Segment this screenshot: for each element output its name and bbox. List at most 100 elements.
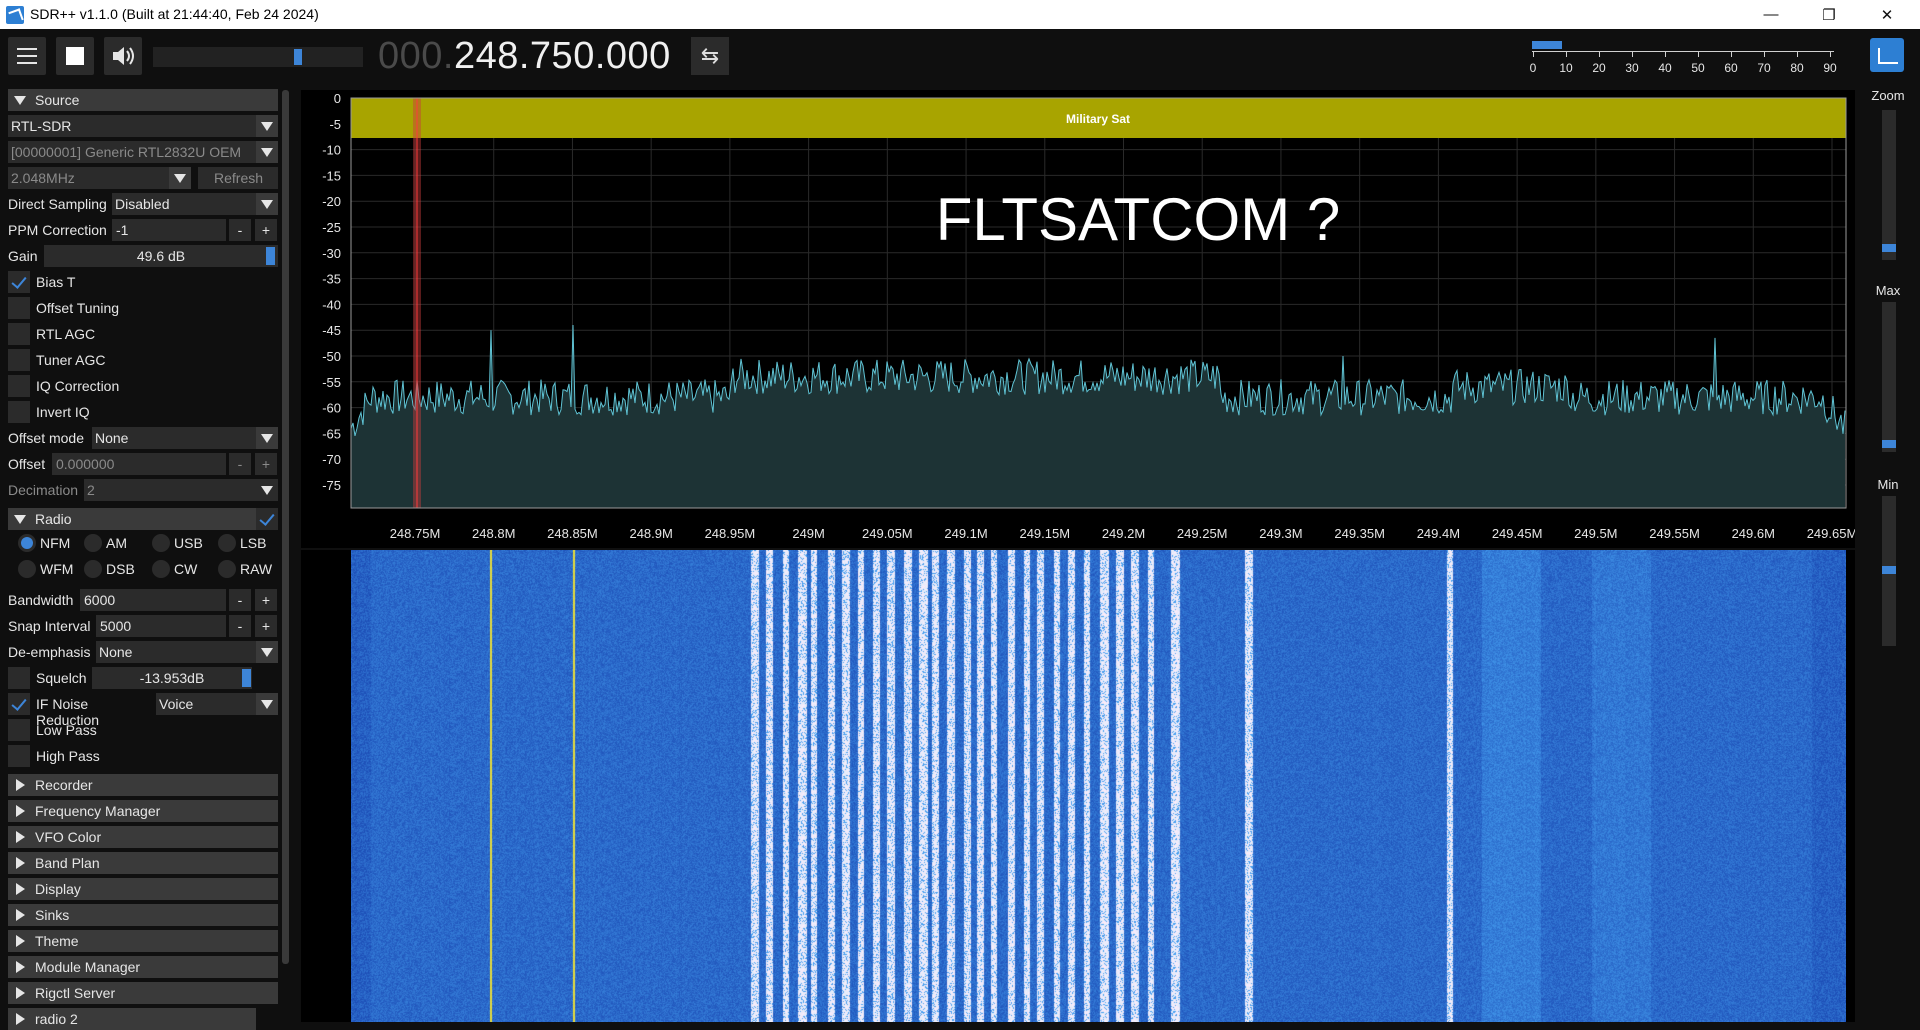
module-header-display[interactable]: Display — [8, 878, 278, 900]
audio-mute-button[interactable] — [104, 37, 142, 75]
squelch-slider-grab[interactable] — [242, 669, 251, 687]
module-header-rigctl-server[interactable]: Rigctl Server — [8, 982, 278, 1004]
mode-label-cw[interactable]: CW — [174, 561, 198, 577]
squelch-slider[interactable]: -13.953dB — [92, 667, 252, 689]
mode-label-nfm[interactable]: NFM — [40, 535, 71, 551]
offset-tuning-checkbox[interactable]: Offset Tuning — [8, 297, 278, 319]
iq-correction-checkbox[interactable]: IQ Correction — [8, 375, 278, 397]
minimize-button[interactable]: — — [1763, 6, 1779, 23]
mode-radio-nfm[interactable] — [18, 534, 36, 552]
module-header-frequency-manager[interactable]: Frequency Manager — [8, 800, 278, 822]
min-slider-grab[interactable] — [1882, 566, 1896, 574]
direct-sampling-select[interactable]: Disabled — [112, 193, 278, 215]
decimation-select[interactable]: 2 — [84, 479, 278, 501]
chevron-down-icon — [256, 141, 278, 163]
menu-button[interactable] — [8, 37, 46, 75]
mode-radio-usb[interactable] — [152, 534, 170, 552]
source-type-select[interactable]: RTL-SDR — [8, 115, 278, 137]
radio-enabled-check-icon[interactable] — [256, 508, 278, 530]
device-select[interactable]: [00000001] Generic RTL2832U OEM — [8, 141, 278, 163]
frequency-digits[interactable]: 248.750.000 — [453, 35, 671, 77]
module-header-radio-2[interactable]: radio 2 — [8, 1008, 256, 1030]
volume-slider[interactable] — [153, 47, 363, 67]
fft-y-tick-label: -40 — [322, 297, 341, 312]
snap-interval-label: Snap Interval — [8, 618, 91, 634]
mode-label-dsb[interactable]: DSB — [106, 561, 135, 577]
gain-slider-grab[interactable] — [266, 247, 275, 265]
samplerate-select[interactable]: 2.048MHz — [8, 167, 191, 189]
mode-label-wfm[interactable]: WFM — [40, 561, 74, 577]
snr-tick — [1566, 51, 1567, 57]
fft-x-tick-label: 248.8M — [472, 526, 515, 541]
snr-tick-label: 80 — [1790, 61, 1804, 75]
mode-radio-raw[interactable] — [218, 560, 236, 578]
bandwidth-decrement-button[interactable]: - — [229, 589, 251, 611]
left-panel-scrollbar[interactable] — [282, 90, 289, 964]
gain-slider[interactable]: 49.6 dB — [44, 245, 278, 267]
module-header-sinks[interactable]: Sinks — [8, 904, 278, 926]
low-pass-checkbox[interactable]: Low Pass — [8, 719, 278, 741]
mode-label-am[interactable]: AM — [106, 535, 127, 551]
module-header-recorder[interactable]: Recorder — [8, 774, 278, 796]
module-header-band-plan[interactable]: Band Plan — [8, 852, 278, 874]
bandwidth-increment-button[interactable]: + — [255, 589, 277, 611]
refresh-button[interactable]: Refresh — [198, 167, 278, 189]
waterfall-canvas[interactable] — [351, 550, 1846, 1022]
fft-x-tick-label: 249.25M — [1177, 526, 1228, 541]
mode-radio-am[interactable] — [84, 534, 102, 552]
radio-header[interactable]: Radio — [8, 508, 278, 530]
snap-interval-value: 5000 — [100, 618, 132, 634]
mode-label-lsb[interactable]: LSB — [240, 535, 267, 551]
module-header-module-manager[interactable]: Module Manager — [8, 956, 278, 978]
volume-slider-grab[interactable] — [294, 49, 302, 65]
squelch-checkbox[interactable]: Squelch — [8, 667, 278, 689]
snap-decrement-button[interactable]: - — [229, 615, 251, 637]
offset-mode-select[interactable]: None — [92, 427, 278, 449]
offset-decrement-button[interactable]: - — [229, 453, 251, 475]
restore-button[interactable]: ❐ — [1822, 6, 1836, 24]
ppm-input[interactable]: -1 — [112, 219, 226, 241]
band-plan-block[interactable] — [351, 98, 1846, 138]
fft-x-tick-label: 249.5M — [1574, 526, 1617, 541]
zoom-slider-grab[interactable] — [1882, 244, 1896, 252]
invert-iq-checkbox[interactable]: Invert IQ — [8, 401, 278, 423]
tuner-agc-checkbox[interactable]: Tuner AGC — [8, 349, 278, 371]
mode-radio-wfm[interactable] — [18, 560, 36, 578]
bias-t-checkbox[interactable]: Bias T — [8, 271, 278, 293]
tuning-mode-button[interactable]: ⇆ — [691, 37, 729, 75]
mode-radio-dsb[interactable] — [84, 560, 102, 578]
max-db-slider[interactable] — [1882, 302, 1896, 452]
sdrpp-logo-icon[interactable] — [1870, 38, 1904, 72]
snr-tick-label: 30 — [1625, 61, 1639, 75]
ifnr-mode-select[interactable]: Voice — [156, 693, 278, 715]
fft-spectrum[interactable]: 0 -5 -10 -15 -20 -25 -30 -35 -40 -45 -50 -55 -60 -65 -… — [301, 90, 1855, 548]
if-noise-reduction-checkbox[interactable]: IF Noise Reduction — [8, 693, 148, 728]
snap-interval-input[interactable]: 5000 — [96, 615, 226, 637]
source-header[interactable]: Source — [8, 89, 278, 111]
snap-increment-button[interactable]: + — [255, 615, 277, 637]
mode-radio-cw[interactable] — [152, 560, 170, 578]
close-button[interactable]: ✕ — [1880, 6, 1894, 24]
bandwidth-input[interactable]: 6000 — [80, 589, 226, 611]
mode-radio-lsb[interactable] — [218, 534, 236, 552]
waterfall[interactable] — [301, 550, 1855, 1022]
zoom-slider[interactable] — [1882, 110, 1896, 260]
min-db-slider[interactable] — [1882, 496, 1896, 646]
frequency-display[interactable]: 000.248.750.000 — [378, 35, 671, 78]
module-header-vfo-color[interactable]: VFO Color — [8, 826, 278, 848]
bandwidth-value: 6000 — [84, 592, 116, 608]
offset-increment-button[interactable]: + — [255, 453, 277, 475]
mode-label-raw[interactable]: RAW — [240, 561, 273, 577]
module-header-theme[interactable]: Theme — [8, 930, 278, 952]
frequency-leading-digits[interactable]: 000. — [378, 35, 454, 77]
ppm-decrement-button[interactable]: - — [229, 219, 251, 241]
offset-input[interactable]: 0.000000 — [52, 453, 226, 475]
mode-label-usb[interactable]: USB — [174, 535, 203, 551]
high-pass-checkbox[interactable]: High Pass — [8, 745, 278, 767]
rtl-agc-checkbox[interactable]: RTL AGC — [8, 323, 278, 345]
max-slider-grab[interactable] — [1882, 440, 1896, 448]
offset-mode-label: Offset mode — [8, 430, 85, 446]
ppm-increment-button[interactable]: + — [255, 219, 277, 241]
play-stop-button[interactable] — [56, 37, 94, 75]
deemphasis-select[interactable]: None — [96, 641, 278, 663]
